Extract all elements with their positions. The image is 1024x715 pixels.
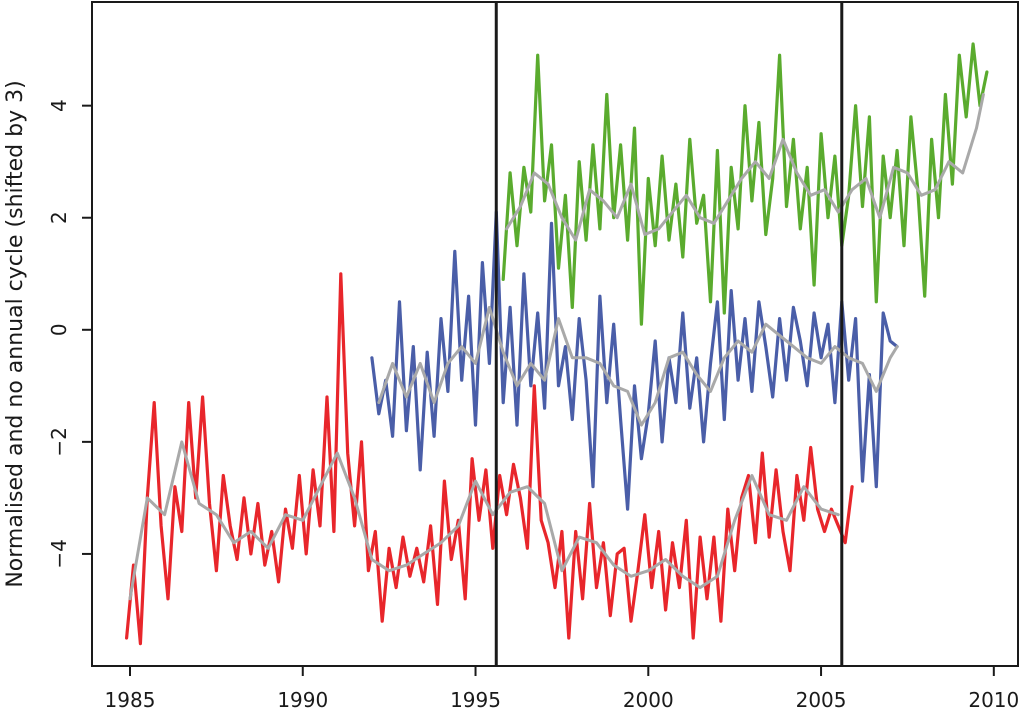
smoothed-series-layer bbox=[128, 93, 985, 601]
series-line-2 bbox=[370, 210, 899, 511]
series-line-6 bbox=[505, 93, 985, 242]
x-tick-label: 1990 bbox=[277, 688, 328, 712]
y-axis-title: Normalised and no annual cycle (shifted … bbox=[3, 80, 28, 587]
x-tick-label: 2010 bbox=[968, 688, 1019, 712]
vertical-markers bbox=[494, 2, 844, 666]
y-tick-label: −4 bbox=[47, 539, 71, 568]
y-tick-label: 0 bbox=[47, 323, 71, 336]
y-tick-label: 2 bbox=[47, 211, 71, 224]
x-tick-label: 2000 bbox=[623, 688, 674, 712]
y-tick-label: −2 bbox=[47, 427, 71, 456]
plot-frame bbox=[91, 1, 1019, 667]
x-tick-label: 1995 bbox=[450, 688, 501, 712]
y-tick-label: 4 bbox=[47, 99, 71, 112]
series-line-4 bbox=[128, 440, 840, 601]
x-axis: 1985 1990 1995 2000 2005 2010 bbox=[105, 666, 1019, 712]
x-tick-label: 2005 bbox=[796, 688, 847, 712]
series-line-5 bbox=[377, 305, 899, 427]
y-axis: −4 −2 0 2 4 bbox=[47, 99, 92, 569]
x-tick-label: 1985 bbox=[105, 688, 156, 712]
